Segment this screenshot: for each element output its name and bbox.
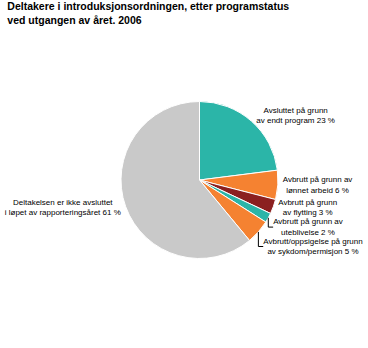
svg-text:Avsluttet på grunnav endt prog: Avsluttet på grunnav endt program 23 % (256, 106, 335, 125)
svg-text:Avbrutt på grunnav flytting 3: Avbrutt på grunnav flytting 3 % (278, 198, 337, 217)
svg-text:Avbrutt på grunn avuteblivelse: Avbrutt på grunn avuteblivelse 2 % (273, 217, 343, 236)
svg-text:Avbrutt/oppsigelse på grunnav: Avbrutt/oppsigelse på grunnav sykdom/per… (263, 237, 362, 256)
svg-text:Deltakelsen er ikke avslutteti: Deltakelsen er ikke avslutteti løpet av … (5, 198, 121, 217)
svg-text:Deltakere i introduksjonsordni: Deltakere i introduksjonsordningen, ette… (7, 0, 289, 26)
svg-text:Avbrutt på grunn avlønnet arbe: Avbrutt på grunn avlønnet arbeid 6 % (283, 175, 353, 194)
